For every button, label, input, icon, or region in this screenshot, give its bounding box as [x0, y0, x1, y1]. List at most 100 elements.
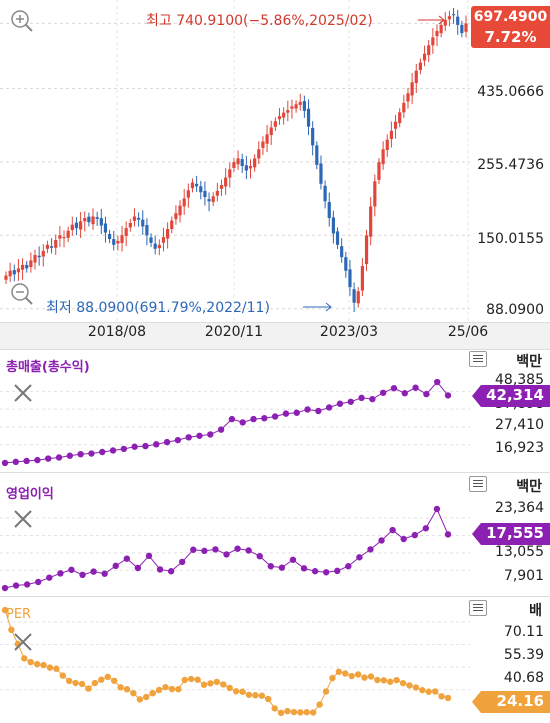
data-point — [256, 552, 263, 560]
data-point — [342, 670, 349, 677]
per-ytick-1: 55.39 — [503, 647, 544, 663]
price-ytick-4: 88.0900 — [486, 302, 544, 318]
data-point — [120, 445, 128, 453]
high-arrow — [418, 15, 445, 25]
candle-body — [70, 224, 74, 231]
candle-body — [74, 222, 79, 229]
data-point — [234, 545, 241, 552]
menu-icon[interactable] — [469, 600, 487, 616]
data-point — [1, 606, 9, 614]
candle-body — [91, 216, 95, 225]
data-point — [293, 409, 300, 416]
candle-body — [315, 145, 319, 165]
data-point — [348, 672, 355, 680]
candle-body — [49, 246, 54, 248]
data-point — [77, 450, 84, 458]
data-point — [33, 660, 41, 668]
candle-body — [224, 177, 228, 187]
data-point — [378, 537, 385, 544]
data-point — [239, 688, 246, 695]
data-point — [101, 570, 108, 577]
x-tick-0: 2018/08 — [87, 324, 147, 340]
candle-body — [20, 264, 25, 270]
candle-body — [232, 162, 236, 168]
data-point — [226, 684, 233, 692]
candle-body — [78, 221, 83, 230]
candle-body — [41, 250, 45, 257]
data-point — [393, 676, 400, 684]
candle-body — [33, 255, 37, 263]
per-ytick-2: 40.68 — [503, 670, 544, 686]
data-point — [174, 436, 182, 444]
data-point — [104, 673, 111, 681]
candle-body — [410, 82, 414, 96]
candle-body — [219, 185, 224, 189]
data-point — [91, 679, 99, 687]
x-tick-2: 2023/03 — [319, 324, 379, 340]
data-point — [412, 684, 420, 691]
menu-icon[interactable] — [469, 476, 487, 492]
op-profit-current-badge — [472, 523, 550, 545]
candle-body — [58, 235, 62, 239]
data-point — [329, 674, 336, 682]
data-point — [369, 395, 376, 403]
close-icon[interactable] — [12, 382, 34, 404]
candle-body — [269, 127, 273, 136]
data-point — [185, 434, 192, 441]
close-icon[interactable] — [12, 631, 34, 653]
data-point — [134, 564, 142, 572]
candle-body — [306, 108, 311, 127]
zoom-in-icon[interactable] — [9, 8, 35, 34]
revenue-unit: 백만 — [516, 354, 542, 370]
data-point — [336, 400, 344, 407]
data-point — [400, 535, 407, 543]
candle-body — [240, 159, 244, 166]
price-ytick-3: 150.0155 — [477, 231, 544, 247]
zoom-out-icon[interactable] — [9, 281, 35, 307]
candle-body — [120, 235, 124, 244]
candle-body — [422, 53, 427, 61]
low-arrow — [303, 302, 332, 312]
candle-body — [149, 237, 153, 243]
per-label: PER — [6, 607, 32, 622]
candle-body — [447, 16, 452, 20]
data-point — [187, 675, 195, 683]
candle-body — [393, 121, 398, 129]
data-point — [162, 683, 169, 691]
candle-body — [112, 239, 116, 245]
candle-body — [273, 121, 277, 127]
candle-body — [369, 206, 373, 237]
close-icon[interactable] — [12, 508, 34, 530]
data-point — [27, 658, 34, 666]
candle-body — [12, 270, 16, 275]
data-point — [297, 709, 304, 716]
data-point — [136, 696, 144, 703]
candle-body — [253, 158, 257, 168]
revenue-chart — [0, 378, 470, 467]
op-profit-chart — [0, 505, 470, 592]
data-point — [59, 672, 66, 679]
candle-body — [190, 182, 195, 189]
per-unit: 배 — [529, 603, 542, 619]
candle-body — [137, 217, 141, 220]
data-point — [213, 678, 221, 686]
data-point — [21, 655, 28, 662]
revenue-ytick-2: 27,410 — [495, 417, 544, 433]
data-point — [85, 685, 92, 692]
data-point — [175, 686, 182, 693]
data-point — [309, 709, 317, 716]
series-line — [4, 507, 449, 589]
candle-body — [170, 220, 174, 230]
data-point — [358, 394, 365, 402]
candle-body — [352, 289, 356, 303]
candle-body — [128, 223, 132, 228]
op-profit-ytick-2: 7,901 — [503, 568, 544, 584]
revenue-label: 총매출(총수익) — [6, 360, 90, 375]
candle-body — [236, 158, 240, 165]
candle-body — [323, 185, 327, 202]
candle-body — [277, 116, 282, 120]
data-point — [112, 562, 119, 570]
menu-icon[interactable] — [469, 351, 487, 367]
candle-body — [228, 169, 232, 178]
candle-body — [45, 244, 50, 249]
